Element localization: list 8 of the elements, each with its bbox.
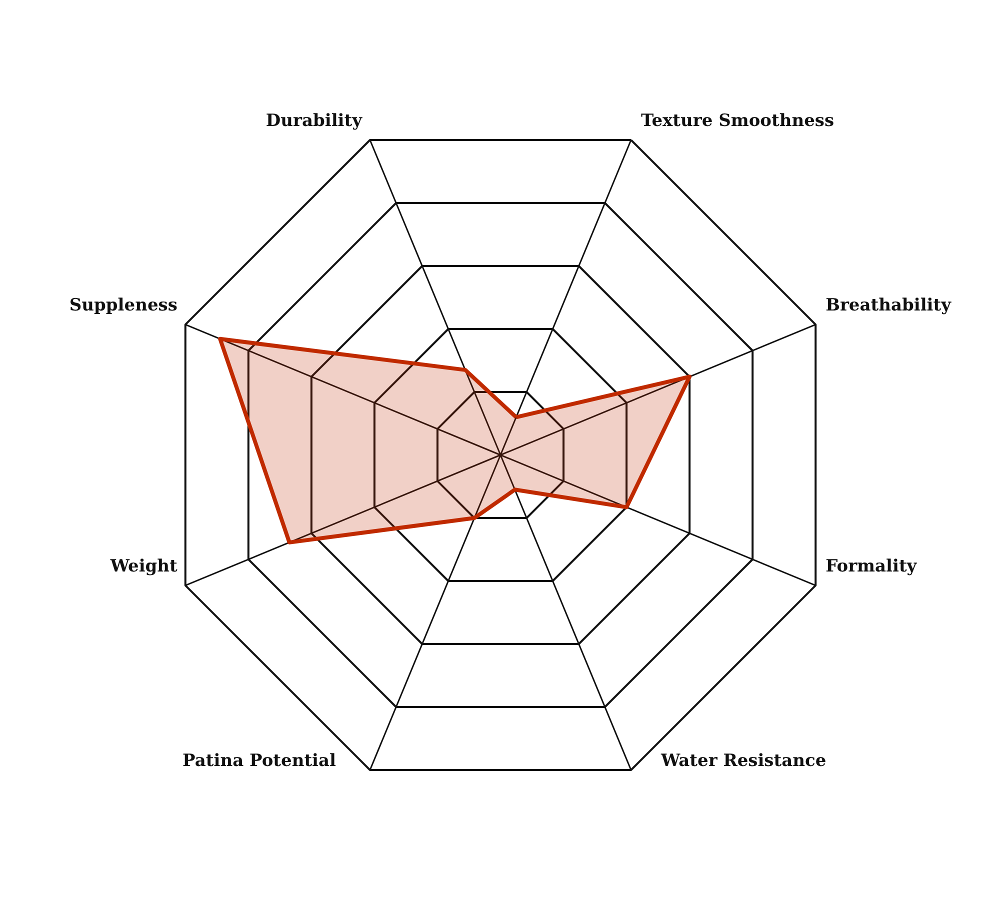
spoke-label: Water Resistance bbox=[660, 751, 826, 772]
spoke-label: Suppleness bbox=[69, 296, 178, 316]
spoke-label: Formality bbox=[826, 556, 918, 576]
spoke-label: Patina Potential bbox=[182, 751, 337, 772]
spoke-label: Texture Smoothness bbox=[641, 110, 834, 131]
spoke-label: Breathability bbox=[826, 296, 952, 316]
spoke-label: Weight bbox=[109, 556, 178, 576]
spoke-label: Durability bbox=[266, 110, 364, 131]
